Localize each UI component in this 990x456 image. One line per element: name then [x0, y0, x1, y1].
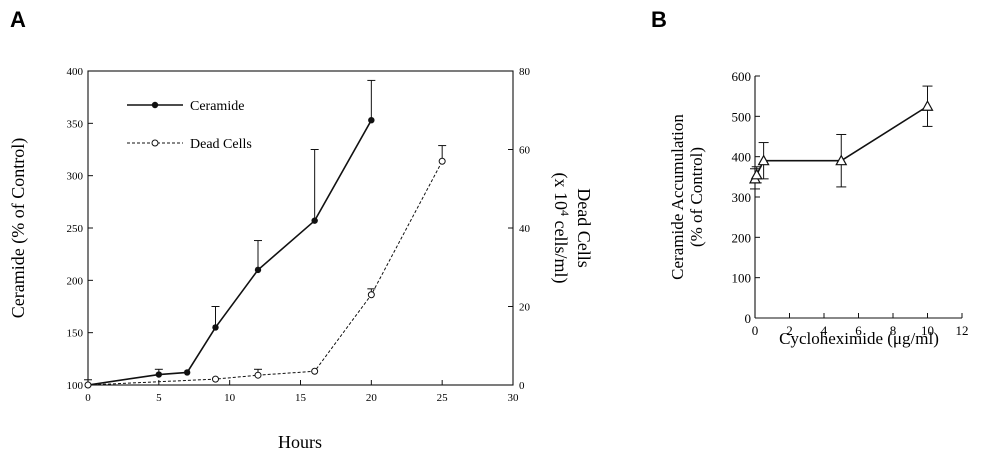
y-tick-label-b: 100 [732, 271, 752, 286]
legend-label-dead-cells: Dead Cells [190, 137, 252, 152]
data-point-dead-cells [311, 367, 319, 375]
x-tick-label-a: 25 [437, 392, 449, 404]
x-tick-label-a: 20 [366, 392, 378, 404]
data-point-dead-cells [84, 381, 92, 389]
x-tick-label-a: 30 [508, 392, 520, 404]
y-tick-label-a: 350 [67, 118, 84, 130]
x-tick-label-b: 4 [821, 323, 828, 338]
x-tick-label-b: 2 [786, 323, 793, 338]
x-axis-title-b: Cycloheximide (μg/ml) [779, 329, 939, 348]
y2-tick-label-a: 40 [519, 223, 531, 235]
data-point-dead-cells [212, 375, 219, 383]
data-point-ceramide [183, 369, 191, 376]
y-tick-label-b: 400 [732, 150, 752, 165]
x-tick-label-b: 0 [752, 323, 759, 338]
panel-b: B 0 2 4 6 8 10 12 0 100 200 300 400 500 600 Cyclohex… [651, 7, 969, 348]
y-tick-label-a: 400 [67, 66, 84, 78]
data-point-b [835, 154, 848, 166]
x-tick-label-a: 15 [295, 392, 307, 404]
data-point-ceramide [212, 324, 219, 331]
data-point-b [757, 154, 770, 166]
x-axis-title-a: Hours [278, 432, 322, 452]
legend-marker-ceramide [151, 101, 159, 109]
panel-label-a: A [10, 7, 26, 32]
y-axis-right-a: 0 20 40 60 80 [508, 66, 531, 392]
series-group-b [748, 85, 934, 190]
y2-tick-label-a: 0 [519, 380, 525, 392]
legend-label-ceramide: Ceramide [190, 99, 244, 114]
x-tick-label-a: 0 [85, 392, 91, 404]
legend-marker-dead-cells [151, 139, 159, 147]
y-tick-label-a: 300 [67, 171, 84, 183]
x-axis-b: 0 2 4 6 8 10 12 [752, 313, 969, 338]
data-point-dead-cells [254, 371, 262, 379]
data-point-b [921, 100, 934, 111]
y2-axis-title-line2-a: (x 104 cells/ml) [550, 173, 572, 284]
y-tick-label-b: 200 [732, 230, 752, 245]
x-tick-label-b: 6 [855, 323, 862, 338]
series-group-a [84, 79, 447, 389]
panel-label-b: B [651, 7, 667, 32]
x-tick-label-a: 5 [156, 392, 162, 404]
data-point-dead-cells [438, 157, 446, 165]
y-axis-title-a: Ceramide (% of Control) [8, 138, 29, 318]
x-axis-a: 0 5 10 15 20 25 30 [85, 380, 519, 404]
plot-frame-a [87, 70, 514, 386]
y-axis-title-line1-b: Ceramide Accumulation [668, 114, 687, 280]
series-line-dead-cells [87, 161, 443, 386]
data-point-dead-cells [367, 291, 375, 299]
y-axis-title-line2-b: (% of Control) [687, 147, 706, 247]
x-tick-label-b: 12 [956, 323, 969, 338]
x-tick-label-b: 10 [921, 323, 934, 338]
y-tick-label-b: 600 [732, 69, 752, 84]
y-tick-label-b: 300 [732, 190, 752, 205]
y-tick-label-a: 200 [67, 275, 84, 287]
y-axis-b: 0 100 200 300 400 500 600 [732, 69, 760, 326]
data-point-ceramide [254, 266, 262, 274]
y-tick-label-a: 100 [67, 380, 84, 392]
y-tick-label-a: 250 [67, 223, 84, 235]
y-tick-label-a: 150 [67, 328, 84, 340]
y-axis-left-a: 100 150 200 250 300 350 400 [67, 66, 93, 392]
data-point-ceramide [311, 217, 318, 224]
y-tick-label-b: 500 [732, 109, 752, 124]
data-point-ceramide [155, 371, 163, 378]
legend-a: Ceramide Dead Cells [127, 99, 252, 152]
y-tick-label-b: 0 [745, 311, 752, 326]
data-point-b [750, 168, 763, 180]
y2-tick-label-a: 20 [519, 302, 531, 314]
data-point-ceramide [368, 116, 375, 124]
x-tick-label-b: 8 [890, 323, 897, 338]
y2-tick-label-a: 80 [519, 66, 531, 78]
panel-a: A 0 5 10 15 20 25 30 100 150 200 250 300 350 400 0 20… [8, 7, 594, 452]
x-tick-label-a: 10 [224, 392, 236, 404]
y2-tick-label-a: 60 [519, 145, 531, 157]
y2-axis-title-line1-a: Dead Cells [574, 188, 594, 267]
series-line-ceramide [87, 119, 373, 386]
